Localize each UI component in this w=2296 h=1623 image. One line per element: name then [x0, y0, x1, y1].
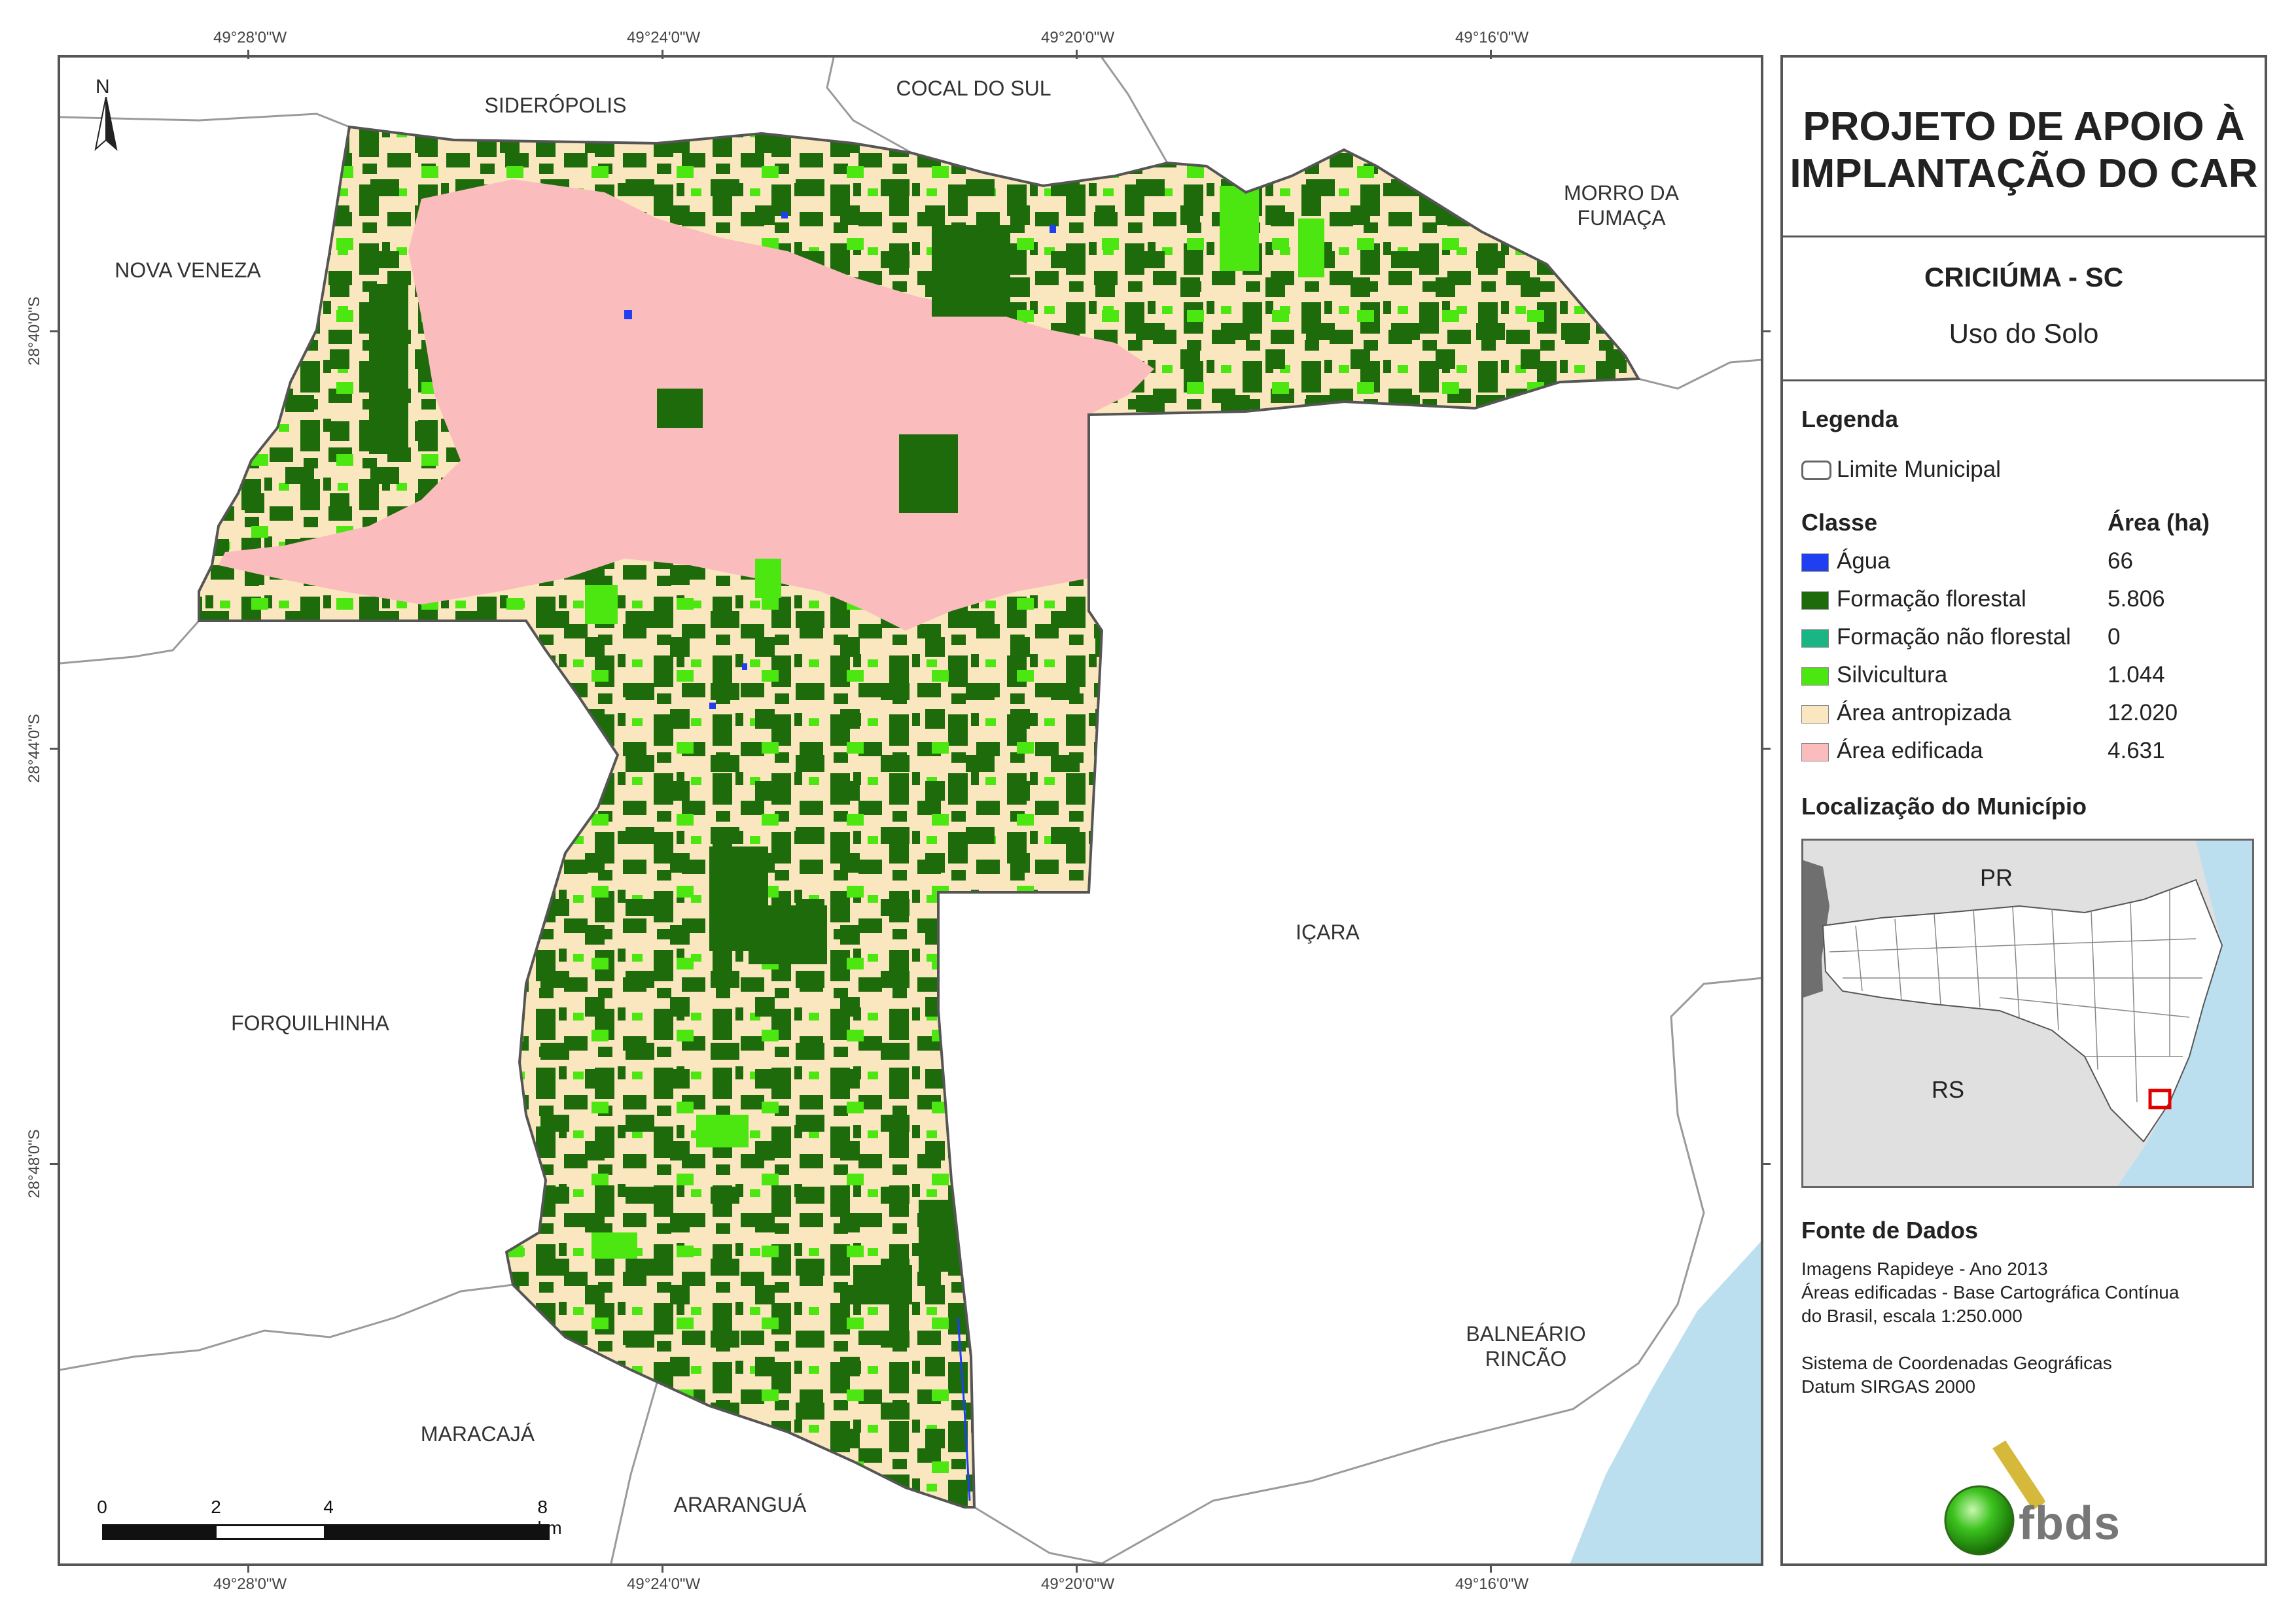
lon-bottom-2: 49°24'0"W: [627, 1575, 701, 1593]
side-panel: PROJETO DE APOIO À IMPLANTAÇÃO DO CAR CR…: [1780, 55, 2267, 1566]
label-cocal-do-sul: COCAL DO SUL: [896, 77, 1051, 100]
tick-bottom-2: [662, 1563, 663, 1573]
tick-left-2: [50, 748, 59, 750]
locator-highlight: [2148, 1089, 2172, 1109]
tick-bottom-1: [247, 1563, 249, 1573]
class-header: Classe: [1801, 509, 1878, 536]
neighbor-boundaries: [60, 58, 1761, 1563]
lat-3: 28°48'0"S: [26, 1129, 43, 1198]
lon-top-2: 49°24'0"W: [627, 29, 701, 46]
tick-bottom-3: [1076, 1563, 1078, 1573]
class-area-agua: 66: [2108, 548, 2133, 574]
north-arrow: N: [86, 76, 126, 154]
location-heading: Localização do Município: [1801, 793, 2087, 820]
boundary-label: Limite Municipal: [1837, 457, 2001, 482]
lat-1: 28°40'0"S: [26, 296, 43, 366]
scale-segment-1: [102, 1524, 215, 1540]
locator-map-svg: [1803, 841, 2252, 1186]
source-line-2: Áreas edificadas - Base Cartográfica Con…: [1801, 1282, 2180, 1302]
label-icara: IÇARA: [1296, 920, 1360, 944]
label-nova-veneza: NOVA VENEZA: [115, 258, 261, 282]
north-arrow-icon: [94, 97, 118, 151]
lon-bottom-4: 49°16'0"W: [1455, 1575, 1529, 1593]
swatch-agua: [1801, 553, 1829, 572]
swatch-area-edificada: [1801, 743, 1829, 761]
map-frame[interactable]: N SIDERÓPOLIS COCAL DO SUL MORRO DA FUMA…: [58, 55, 1763, 1566]
divider-2: [1783, 379, 2265, 381]
divider-1: [1783, 236, 2265, 237]
tick-left-3: [50, 1163, 59, 1165]
lon-top-3: 49°20'0"W: [1041, 29, 1115, 46]
scale-segment-3: [326, 1524, 550, 1540]
swatch-formacao-nao-florestal: [1801, 629, 1829, 648]
locator-ocean: [2117, 841, 2252, 1186]
land-use-map[interactable]: [60, 58, 1761, 1563]
lon-top-4: 49°16'0"W: [1455, 29, 1529, 46]
label-balneario-rincao: BALNEÁRIO RINCÃO: [1466, 1322, 1586, 1370]
swatch-silvicultura: [1801, 667, 1829, 686]
class-name-area-antropizada: Área antropizada: [1837, 700, 2011, 725]
tick-right-3: [1761, 1163, 1771, 1165]
label-forquilhinha: FORQUILHINHA: [231, 1011, 389, 1035]
source-line-5: Sistema de Coordenadas Geográficas: [1801, 1353, 2112, 1373]
fbds-logo: fbds: [1940, 1438, 2136, 1556]
municipality-name: CRICIÚMA - SC: [1924, 262, 2124, 292]
label-sideropolis: SIDERÓPOLIS: [484, 94, 627, 117]
swatch-area-antropizada: [1801, 705, 1829, 724]
municipal-boundary: [198, 125, 1641, 1509]
north-arrow-label: N: [96, 76, 110, 97]
class-area-formacao-florestal: 5.806: [2108, 586, 2165, 612]
boundary-swatch: [1801, 461, 1831, 480]
tick-left-1: [50, 330, 59, 332]
source-line-6: Datum SIRGAS 2000: [1801, 1376, 1976, 1397]
river: [957, 1317, 971, 1501]
area-header: Área (ha): [2108, 509, 2210, 536]
project-title: PROJETO DE APOIO À IMPLANTAÇÃO DO CAR: [1790, 104, 2258, 196]
class-name-formacao-florestal: Formação florestal: [1837, 586, 2026, 612]
sources-heading: Fonte de Dados: [1801, 1217, 1979, 1244]
tick-top-4: [1490, 50, 1492, 59]
fbds-logo-text: fbds: [2019, 1497, 2121, 1550]
locator-label-pr: PR: [1980, 864, 2013, 891]
source-line-3: do Brasil, escala 1:250.000: [1801, 1306, 2022, 1326]
class-area-formacao-nao-florestal: 0: [2108, 624, 2121, 650]
class-name-agua: Água: [1837, 548, 1890, 574]
locator-map: PR RS: [1801, 839, 2254, 1188]
scale-bar: 0 2 4 8 km: [85, 1497, 562, 1543]
tick-top-3: [1076, 50, 1078, 59]
tick-top-2: [662, 50, 663, 59]
locator-municipal-lines: [1829, 890, 2202, 1103]
scale-label-4: 4: [323, 1497, 334, 1517]
tick-right-1: [1761, 330, 1771, 332]
tick-right-2: [1761, 748, 1771, 750]
label-ararangua: ARARANGUÁ: [673, 1493, 807, 1516]
legend-heading: Legenda: [1801, 406, 1899, 432]
lon-bottom-1: 49°28'0"W: [213, 1575, 287, 1593]
class-name-area-edificada: Área edificada: [1837, 738, 1983, 763]
class-name-formacao-nao-florestal: Formação não florestal: [1837, 624, 2071, 650]
lon-bottom-3: 49°20'0"W: [1041, 1575, 1115, 1593]
scale-label-0: 0: [97, 1497, 107, 1517]
lat-2: 28°44'0"S: [26, 714, 43, 783]
class-area-silvicultura: 1.044: [2108, 662, 2165, 688]
tick-top-1: [247, 50, 249, 59]
swatch-formacao-florestal: [1801, 591, 1829, 610]
class-area-area-edificada: 4.631: [2108, 738, 2165, 763]
label-morro-da-fumaca: MORRO DA FUMAÇA: [1564, 181, 1679, 230]
sea-area: [1570, 1242, 1761, 1563]
label-maracaja: MARACAJÁ: [420, 1422, 535, 1446]
scale-label-2: 2: [211, 1497, 221, 1517]
lon-top-1: 49°28'0"W: [213, 29, 287, 46]
scale-segment-2: [215, 1524, 326, 1540]
map-subtitle: Uso do Solo: [1949, 318, 2099, 349]
locator-label-rs: RS: [1932, 1076, 1965, 1103]
tick-bottom-4: [1490, 1563, 1492, 1573]
class-area-area-antropizada: 12.020: [2108, 700, 2178, 725]
fbds-logo-mark: [1944, 1440, 2045, 1556]
source-line-1: Imagens Rapideye - Ano 2013: [1801, 1259, 2048, 1279]
locator-argentina: [1803, 860, 1829, 998]
class-name-silvicultura: Silvicultura: [1837, 662, 1948, 688]
